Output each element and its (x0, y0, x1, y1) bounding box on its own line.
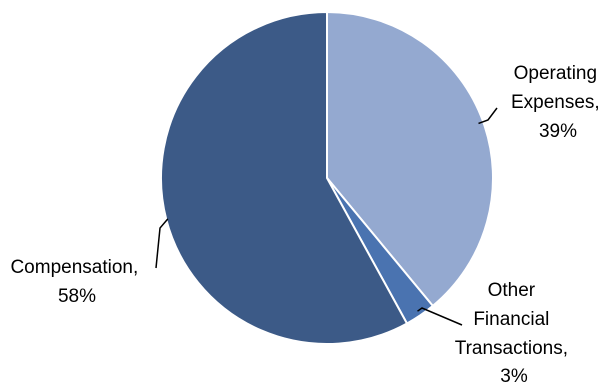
leader-line-operating-expenses (478, 107, 498, 125)
pie-slices (160, 10, 494, 345)
slice-label-compensation: Compensation, 58% (10, 257, 143, 307)
leader-line-compensation (155, 218, 169, 269)
slice-label-other-financial-transactions: Other Financial Transactions, 3% (455, 280, 574, 385)
leader-line-other-financial-transactions (417, 307, 463, 326)
slice-label-operating-expenses: Operating Expenses, 39% (511, 63, 605, 142)
leader-lines (155, 107, 498, 326)
pie-slice-compensation (160, 10, 409, 345)
